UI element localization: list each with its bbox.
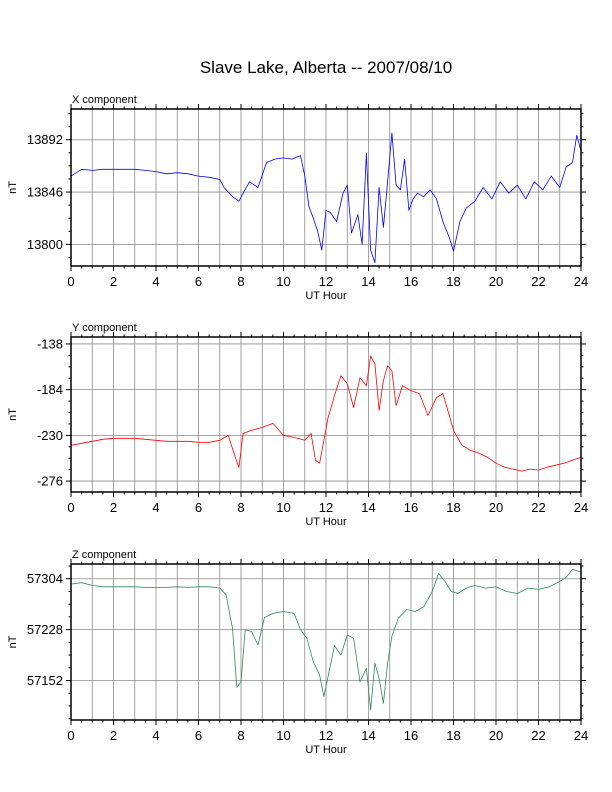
- y-tick-label: 57304: [27, 571, 63, 586]
- y-tick-label: -230: [37, 428, 63, 443]
- x-tick-label: 10: [276, 274, 290, 289]
- x-tick-label: 12: [319, 274, 333, 289]
- x-tick-label: 22: [531, 274, 545, 289]
- x-tick-label: 10: [276, 500, 290, 515]
- y-tick-label: -276: [37, 474, 63, 489]
- x-tick-label: 24: [574, 728, 588, 743]
- x-axis-label: UT Hour: [305, 516, 347, 528]
- x-tick-label: 12: [319, 728, 333, 743]
- page-title: Slave Lake, Alberta -- 2007/08/10: [199, 58, 453, 77]
- x-tick-label: 22: [531, 728, 545, 743]
- y-tick-label: 13800: [27, 237, 63, 252]
- x-tick-label: 6: [195, 274, 202, 289]
- x-tick-label: 4: [152, 274, 159, 289]
- x-tick-label: 14: [361, 500, 375, 515]
- x-tick-label: 6: [195, 728, 202, 743]
- x-tick-label: 18: [446, 728, 460, 743]
- x-tick-label: 12: [319, 500, 333, 515]
- data-line-z: [70, 569, 582, 711]
- x-tick-label: 14: [361, 274, 375, 289]
- data-line-y: [70, 355, 582, 472]
- y-tick-label: 57228: [27, 622, 63, 637]
- x-tick-label: 16: [404, 728, 418, 743]
- y-tick-label: 13846: [27, 185, 63, 200]
- x-tick-label: 4: [152, 728, 159, 743]
- x-tick-label: 0: [67, 274, 74, 289]
- y-tick-label: 13892: [27, 132, 63, 147]
- x-tick-label: 24: [574, 500, 588, 515]
- panel-label: X component: [72, 94, 137, 106]
- panel-label: Y component: [72, 322, 137, 334]
- x-tick-label: 20: [489, 274, 503, 289]
- x-tick-label: 16: [404, 500, 418, 515]
- x-tick-label: 24: [574, 274, 588, 289]
- y-tick-label: -138: [37, 336, 63, 351]
- x-tick-label: 18: [446, 500, 460, 515]
- x-axis-label: UT Hour: [305, 744, 347, 756]
- x-tick-label: 8: [237, 500, 244, 515]
- x-axis-label: UT Hour: [305, 290, 347, 302]
- x-tick-label: 14: [361, 728, 375, 743]
- data-line-x: [70, 132, 582, 264]
- x-tick-label: 10: [276, 728, 290, 743]
- y-tick-label: -184: [37, 382, 63, 397]
- x-tick-label: 8: [237, 274, 244, 289]
- x-tick-label: 16: [404, 274, 418, 289]
- panel-label: Z component: [72, 549, 136, 561]
- x-tick-label: 2: [110, 728, 117, 743]
- x-tick-label: 0: [67, 728, 74, 743]
- x-tick-label: 0: [67, 500, 74, 515]
- y-axis-label: nT: [7, 408, 19, 421]
- x-tick-label: 18: [446, 274, 460, 289]
- x-tick-label: 20: [489, 500, 503, 515]
- x-tick-label: 6: [195, 500, 202, 515]
- x-tick-label: 4: [152, 500, 159, 515]
- x-tick-label: 20: [489, 728, 503, 743]
- y-axis-label: nT: [7, 635, 19, 648]
- x-tick-label: 8: [237, 728, 244, 743]
- x-tick-label: 2: [110, 500, 117, 515]
- x-tick-label: 2: [110, 274, 117, 289]
- y-tick-label: 57152: [27, 673, 63, 688]
- x-tick-label: 22: [531, 500, 545, 515]
- y-axis-label: nT: [7, 181, 19, 194]
